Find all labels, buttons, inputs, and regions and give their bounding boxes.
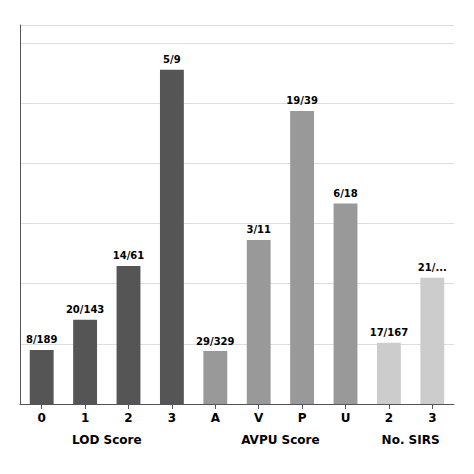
svg-text:6/18: 6/18	[333, 188, 358, 199]
svg-text:3/11: 3/11	[246, 224, 271, 235]
svg-text:A: A	[211, 411, 221, 425]
svg-text:19/39: 19/39	[286, 95, 318, 106]
svg-text:20/143: 20/143	[66, 304, 104, 315]
svg-text:3: 3	[168, 411, 176, 425]
svg-text:29/329: 29/329	[196, 336, 234, 347]
svg-text:5/9: 5/9	[163, 54, 181, 65]
svg-text:No. SIRS: No. SIRS	[382, 433, 440, 447]
svg-text:1: 1	[81, 411, 89, 425]
svg-text:3: 3	[428, 411, 436, 425]
svg-text:AVPU Score: AVPU Score	[241, 433, 320, 447]
svg-text:2: 2	[124, 411, 132, 425]
svg-text:17/167: 17/167	[370, 327, 408, 338]
svg-text:21/...: 21/...	[418, 262, 447, 273]
svg-text:LOD Score: LOD Score	[72, 433, 142, 447]
svg-text:0: 0	[38, 411, 46, 425]
svg-text:P: P	[298, 411, 307, 425]
svg-text:V: V	[254, 411, 264, 425]
svg-text:14/61: 14/61	[113, 250, 145, 261]
svg-text:2: 2	[385, 411, 393, 425]
svg-text:U: U	[341, 411, 351, 425]
svg-text:8/189: 8/189	[26, 334, 58, 345]
